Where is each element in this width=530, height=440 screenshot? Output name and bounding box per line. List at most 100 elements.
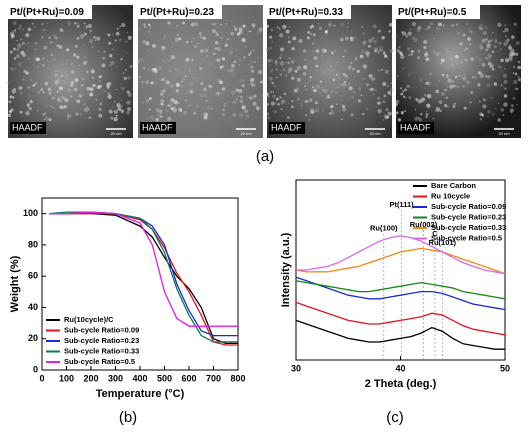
- legend-label: Bare Carbon: [431, 181, 476, 190]
- particle: [453, 102, 457, 106]
- y-tick-label: 80: [28, 239, 38, 249]
- particle: [344, 85, 347, 87]
- particle: [147, 29, 151, 33]
- particle: [491, 67, 495, 71]
- particle: [387, 91, 392, 95]
- particle: [221, 65, 225, 68]
- particle: [81, 77, 85, 81]
- particle: [167, 58, 171, 63]
- particle: [141, 86, 144, 89]
- particle: [328, 82, 333, 86]
- particle: [146, 87, 150, 91]
- particle: [279, 33, 284, 38]
- particle: [287, 40, 291, 44]
- particle: [452, 105, 456, 108]
- particle: [157, 28, 160, 31]
- particle: [88, 116, 91, 119]
- particle: [224, 102, 227, 105]
- image-label: Pt/(Pt+Ru)=0.5: [398, 7, 467, 18]
- particle: [61, 76, 65, 81]
- particle: [125, 68, 128, 71]
- y-tick-label: 100: [23, 208, 38, 218]
- particle: [121, 22, 126, 28]
- particle: [215, 32, 220, 37]
- particle: [267, 117, 270, 119]
- particle: [126, 100, 131, 105]
- annotation: Pt(111): [389, 200, 414, 209]
- particle: [305, 88, 307, 91]
- particle: [485, 48, 489, 52]
- particle: [512, 65, 516, 69]
- particle: [359, 77, 361, 80]
- particle: [120, 99, 123, 101]
- scale-label: 20 nm: [498, 131, 510, 136]
- particle: [309, 79, 311, 82]
- particle: [173, 100, 179, 105]
- particle: [235, 48, 238, 51]
- particle: [370, 87, 374, 92]
- particle: [78, 64, 80, 67]
- particle: [517, 77, 522, 82]
- particle: [58, 37, 60, 39]
- particle: [23, 69, 27, 73]
- particle: [60, 74, 64, 78]
- particle: [494, 40, 498, 43]
- particle: [424, 52, 429, 57]
- particle: [418, 118, 422, 122]
- particle: [425, 112, 429, 116]
- particle: [241, 37, 246, 43]
- particle: [400, 54, 405, 60]
- particle: [34, 65, 39, 70]
- particle: [160, 47, 166, 52]
- particle: [193, 37, 195, 40]
- particle: [69, 83, 74, 87]
- particle: [126, 110, 130, 115]
- particle: [147, 50, 149, 53]
- particle: [120, 86, 125, 91]
- particle: [86, 64, 89, 67]
- particle: [272, 91, 275, 93]
- particle: [33, 25, 37, 29]
- particle: [274, 102, 277, 105]
- particle: [25, 111, 30, 116]
- particle: [220, 23, 223, 26]
- particle: [188, 82, 193, 87]
- particle: [161, 59, 166, 64]
- particle: [467, 37, 471, 41]
- particle: [417, 50, 420, 53]
- particle: [99, 84, 103, 87]
- particle: [252, 101, 257, 106]
- particle: [285, 61, 288, 64]
- particle: [48, 118, 52, 122]
- particle: [85, 70, 89, 74]
- particle: [111, 48, 115, 51]
- particle: [365, 77, 368, 80]
- particle: [254, 81, 257, 84]
- particle: [110, 60, 115, 65]
- particle: [76, 99, 81, 104]
- particle: [397, 49, 401, 53]
- particle: [420, 101, 423, 103]
- particle: [167, 21, 171, 25]
- particle: [102, 89, 106, 93]
- particle: [285, 74, 288, 77]
- particle: [275, 68, 278, 71]
- legend-label: Ru 10cycle: [431, 191, 470, 200]
- particle: [379, 45, 384, 50]
- particle: [440, 62, 443, 65]
- particle: [340, 22, 345, 27]
- particle: [265, 92, 269, 97]
- particle: [177, 78, 182, 83]
- particle: [380, 49, 383, 52]
- particle: [493, 45, 497, 49]
- particle: [510, 104, 514, 108]
- particle: [30, 79, 33, 82]
- particle: [185, 41, 189, 44]
- particle: [279, 96, 282, 99]
- particle: [503, 80, 508, 84]
- particle: [177, 50, 179, 52]
- particle: [150, 115, 155, 120]
- particle: [335, 91, 338, 94]
- particle: [433, 51, 436, 54]
- particle: [516, 88, 519, 90]
